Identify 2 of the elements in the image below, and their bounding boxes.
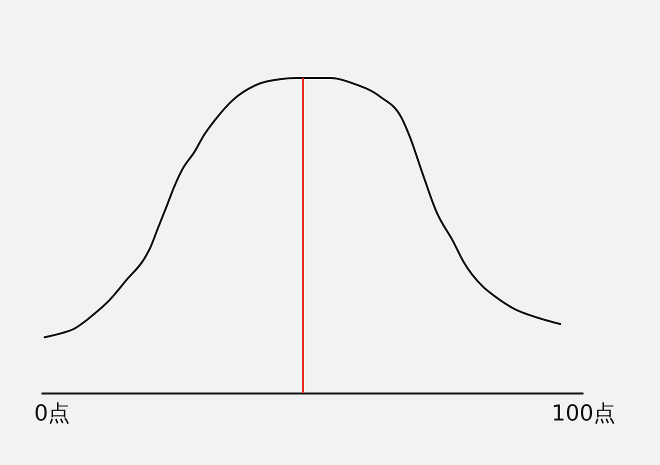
x-tick-label: 100点 [552, 402, 616, 426]
x-tick-label: 0点 [34, 402, 70, 426]
